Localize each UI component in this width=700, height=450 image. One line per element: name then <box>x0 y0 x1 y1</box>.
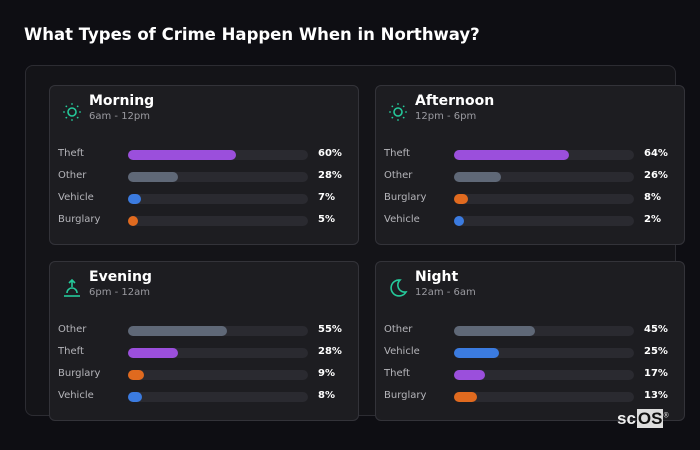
panel-subtitle: 12am - 6am <box>415 287 476 298</box>
moon-icon <box>388 278 408 298</box>
bar-track <box>128 348 308 358</box>
bar-label: Other <box>384 170 413 181</box>
bar <box>454 172 501 182</box>
panel-subtitle: 12pm - 6pm <box>415 111 477 122</box>
bar-value: 28% <box>318 346 342 357</box>
bar-row: Burglary 5% <box>58 214 348 228</box>
bar <box>454 392 478 402</box>
bar-label: Burglary <box>384 390 427 401</box>
sunset-icon <box>62 278 82 298</box>
panel-subtitle: 6am - 12pm <box>89 111 151 122</box>
sun-icon <box>388 102 408 122</box>
panel-evening: Evening 6pm - 12am Other 55% Theft 28% B… <box>49 261 359 421</box>
bar-row: Theft 17% <box>384 368 674 382</box>
bar <box>454 326 535 336</box>
bar-track <box>128 392 308 402</box>
bar-track <box>128 216 308 226</box>
bar-row: Other 55% <box>58 324 348 338</box>
bar-track <box>454 370 634 380</box>
bar-row: Burglary 9% <box>58 368 348 382</box>
bar <box>128 370 145 380</box>
bar-track <box>128 150 308 160</box>
bar-value: 55% <box>318 324 342 335</box>
bar-label: Theft <box>384 148 410 159</box>
page-title: What Types of Crime Happen When in North… <box>24 25 480 44</box>
bar-label: Burglary <box>384 192 427 203</box>
bar-row: Vehicle 8% <box>58 390 348 404</box>
bar-value: 26% <box>644 170 668 181</box>
bar-label: Other <box>58 324 87 335</box>
bar-value: 28% <box>318 170 342 181</box>
panel-night: Night 12am - 6am Other 45% Vehicle 25% T… <box>375 261 685 421</box>
panel-title: Afternoon <box>415 93 495 109</box>
bar-track <box>454 348 634 358</box>
bar-label: Other <box>384 324 413 335</box>
bar-value: 60% <box>318 148 342 159</box>
bar-value: 9% <box>318 368 335 379</box>
bar-track <box>128 326 308 336</box>
bar <box>454 370 485 380</box>
sun-icon <box>62 102 82 122</box>
bar <box>454 348 499 358</box>
bar <box>454 150 570 160</box>
bar-label: Vehicle <box>384 346 420 357</box>
bar-track <box>454 150 634 160</box>
bar-row: Vehicle 25% <box>384 346 674 360</box>
panel-title: Morning <box>89 93 155 109</box>
bar-row: Theft 60% <box>58 148 348 162</box>
bar-value: 17% <box>644 368 668 379</box>
bar-value: 8% <box>644 192 661 203</box>
bar-label: Burglary <box>58 368 101 379</box>
bar-value: 25% <box>644 346 668 357</box>
panel-title: Night <box>415 269 459 285</box>
bar-track <box>454 172 634 182</box>
bar <box>128 150 236 160</box>
bar-value: 45% <box>644 324 668 335</box>
bar-label: Vehicle <box>58 192 94 203</box>
bar-value: 13% <box>644 390 668 401</box>
bar <box>128 348 179 358</box>
bar-row: Burglary 13% <box>384 390 674 404</box>
bar-track <box>128 194 308 204</box>
bar-value: 8% <box>318 390 335 401</box>
bar <box>128 392 143 402</box>
bar <box>128 172 179 182</box>
panel-title: Evening <box>89 269 152 285</box>
bar <box>454 194 469 204</box>
bar <box>128 216 138 226</box>
bar-value: 5% <box>318 214 335 225</box>
bar-track <box>128 370 308 380</box>
bar <box>128 326 227 336</box>
bar-label: Burglary <box>58 214 101 225</box>
bar-row: Other 28% <box>58 170 348 184</box>
panel-subtitle: 6pm - 12am <box>89 287 151 298</box>
bar-row: Vehicle 7% <box>58 192 348 206</box>
bar-label: Theft <box>58 346 84 357</box>
bar <box>454 216 464 226</box>
bar <box>128 194 141 204</box>
bar-row: Other 45% <box>384 324 674 338</box>
bar-value: 2% <box>644 214 661 225</box>
bar-row: Theft 28% <box>58 346 348 360</box>
bar-track <box>454 326 634 336</box>
bar-row: Theft 64% <box>384 148 674 162</box>
bar-track <box>454 194 634 204</box>
bar-value: 7% <box>318 192 335 203</box>
bar-track <box>454 392 634 402</box>
bar-label: Theft <box>58 148 84 159</box>
bar-row: Vehicle 2% <box>384 214 674 228</box>
bar-label: Theft <box>384 368 410 379</box>
bar-row: Other 26% <box>384 170 674 184</box>
bar-track <box>454 216 634 226</box>
bar-value: 64% <box>644 148 668 159</box>
panel-morning: Morning 6am - 12pm Theft 60% Other 28% V… <box>49 85 359 245</box>
bar-row: Burglary 8% <box>384 192 674 206</box>
scos-logo: sc OS® <box>617 409 669 428</box>
bar-label: Other <box>58 170 87 181</box>
bar-track <box>128 172 308 182</box>
bar-label: Vehicle <box>58 390 94 401</box>
bar-label: Vehicle <box>384 214 420 225</box>
panel-afternoon: Afternoon 12pm - 6pm Theft 64% Other 26%… <box>375 85 685 245</box>
